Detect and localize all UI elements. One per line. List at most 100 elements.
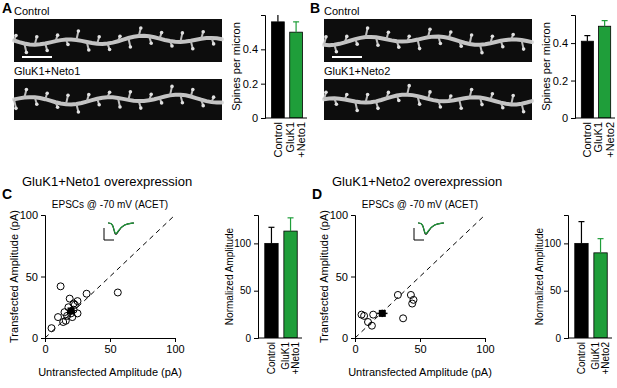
spine-head (397, 99, 401, 103)
spine-head (366, 26, 370, 30)
figure: 00.20.4ControlGluK1+Neto1Spines per micr… (0, 0, 617, 388)
tick: 0 (562, 112, 575, 124)
inset-traces (414, 223, 444, 240)
spine-head (118, 105, 122, 109)
tick: 100 (330, 209, 355, 221)
bar (272, 22, 285, 118)
point (400, 315, 407, 322)
spine-head (387, 91, 391, 95)
canvas: 00.20.4ControlGluK1+Neto1Spines per micr… (0, 0, 617, 388)
y-axis: 050100 (20, 209, 46, 344)
spine-head (149, 93, 153, 97)
spine-head (376, 107, 380, 111)
error-bar (602, 21, 608, 27)
x-axis-line (568, 338, 612, 339)
inset-scale-bar (414, 228, 424, 240)
tick-mark (564, 243, 568, 244)
tick: 100 (234, 238, 258, 249)
error-bar-cap (584, 35, 590, 36)
error-bar-cap (598, 238, 604, 239)
tick: 0 (32, 332, 45, 344)
tick-label: 100 (20, 209, 38, 221)
category-label: Control (266, 342, 277, 374)
tick-mark (351, 277, 355, 278)
bars (581, 21, 610, 118)
spine-head (129, 45, 133, 49)
error-bar-cap (578, 221, 584, 222)
panel-heading: GluK1+Neto2 overexpression (332, 174, 502, 189)
bars (265, 218, 297, 338)
spine-head (25, 51, 29, 55)
scale-bar (22, 56, 52, 58)
spine-head (149, 41, 153, 45)
spine-head (355, 109, 359, 113)
spine-head (335, 103, 339, 107)
tick-mark (351, 338, 355, 339)
spine-head (355, 42, 359, 46)
error-bar-stem (271, 227, 272, 243)
mean-point (379, 310, 386, 317)
category-label: Control (272, 122, 284, 157)
panel-label: B (310, 0, 320, 16)
error-bar (288, 218, 294, 231)
spine-head (480, 51, 484, 55)
tick-label: 0 (245, 333, 251, 344)
spine-head (324, 90, 328, 94)
bars (575, 222, 607, 338)
spine-head (418, 102, 422, 106)
micrograph (324, 19, 532, 62)
error-bar-stem (581, 222, 582, 244)
spine-head (387, 30, 391, 34)
tick: 0 (252, 112, 265, 124)
spine-head (470, 33, 474, 37)
x-axis-title: Untransfected Amplitude (pA) (38, 366, 182, 378)
spine-head (345, 35, 349, 39)
y-axis: 00.20.4 (553, 16, 576, 125)
point (48, 325, 55, 332)
axis-line (41, 216, 46, 339)
tick-label: 100 (330, 209, 348, 221)
mean-point (68, 307, 75, 314)
micrograph-background (14, 19, 222, 62)
spine-head (407, 35, 411, 39)
plot-area (45, 215, 175, 338)
spine-head (480, 103, 484, 107)
point (57, 283, 64, 290)
spine-head (522, 47, 526, 51)
y-axis: 00.20.4 (243, 16, 266, 125)
spine-head (56, 33, 60, 37)
y-axis-title: Spines per micron (540, 22, 552, 111)
bar (581, 41, 593, 118)
axis-line (254, 216, 259, 339)
tick: 50 (550, 285, 568, 296)
error-bar (578, 222, 584, 244)
bar (290, 32, 303, 118)
spine-head (160, 101, 164, 105)
inset-scale-bar (104, 228, 114, 240)
inset-trace (418, 223, 444, 234)
spine-head (139, 106, 143, 110)
spine-head (376, 44, 380, 48)
x-axis-title: Untransfected Amplitude (pA) (348, 366, 492, 378)
tick-label: 0 (252, 112, 258, 124)
tick-label: 0 (32, 332, 38, 344)
y-axis: 050100 (544, 216, 568, 344)
error-bar (268, 227, 274, 243)
spine-head (501, 106, 505, 110)
category-label: Control (581, 122, 593, 157)
spine-head (35, 35, 39, 39)
tick-label: 0.2 (553, 75, 568, 87)
spine-head (87, 93, 91, 97)
tick-mark (41, 215, 45, 216)
axis-line (356, 339, 486, 343)
tick: 0 (42, 338, 48, 355)
tick-mark (571, 81, 575, 82)
point (74, 298, 81, 305)
tick: 0.2 (553, 75, 575, 87)
error-bar-stem (587, 36, 588, 42)
spine-head (428, 90, 432, 94)
spine-head (170, 44, 174, 48)
error-bar-stem (290, 218, 291, 231)
error-bar-cap (268, 227, 274, 228)
spine-head (108, 48, 112, 52)
